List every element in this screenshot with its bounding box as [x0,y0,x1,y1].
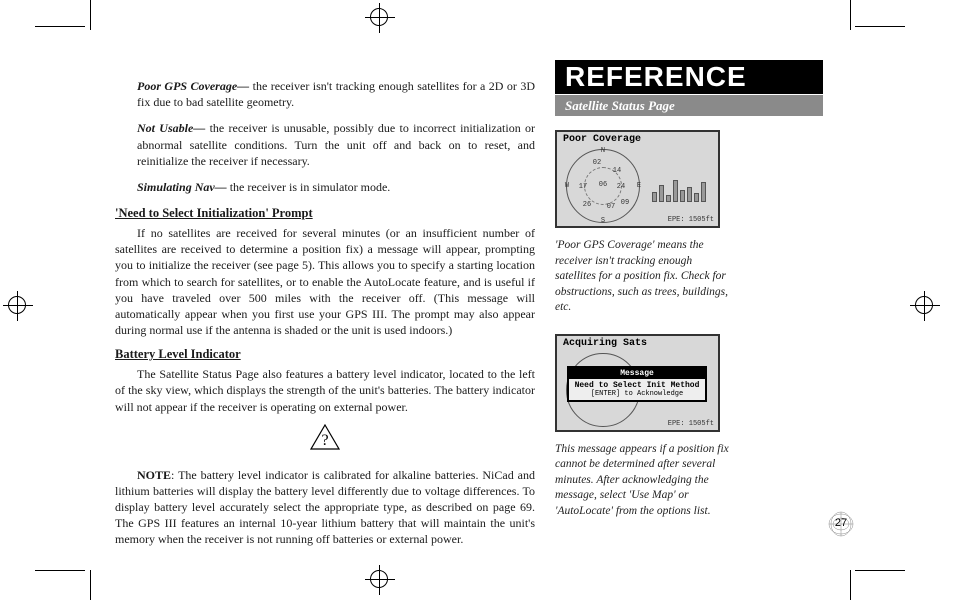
figure-title: Acquiring Sats [561,338,649,349]
crop-mark [35,26,85,27]
sat-id: 14 [611,166,623,176]
figure-poor-coverage: Poor Coverage N E S W 02 14 17 06 24 26 … [555,130,720,228]
registration-mark [370,8,388,26]
crop-mark [35,570,85,571]
crop-mark [855,26,905,27]
reference-title: REFERENCE [555,60,823,94]
figure-caption-2: This message appears if a position fix c… [555,442,735,520]
sat-id: 26 [581,200,593,210]
registration-mark [8,296,26,314]
compass-s: S [597,216,609,226]
figure-status: EPE: 1505ft [668,216,714,224]
crop-mark [855,570,905,571]
status-term: Poor GPS Coverage— [137,79,249,93]
status-item-not-usable: Not Usable— the receiver is unusable, po… [137,120,535,169]
sidebar-column: REFERENCE Satellite Status Page Poor Cov… [555,60,823,519]
note-label: NOTE [137,468,171,482]
reference-subtitle: Satellite Status Page [555,94,823,116]
sat-id: 07 [605,202,617,212]
sat-id: 09 [619,198,631,208]
status-item-simulating: Simulating Nav— the receiver is in simul… [137,179,535,195]
status-desc: the receiver is in simulator mode. [227,180,391,194]
status-item-poor-coverage: Poor GPS Coverage— the receiver isn't tr… [137,78,535,110]
sat-id: 06 [597,180,609,190]
compass-w: W [561,181,573,191]
registration-mark [915,296,933,314]
main-text-column: Poor GPS Coverage— the receiver isn't tr… [115,78,535,555]
page-number: 27 [828,517,854,529]
signal-bars-icon [652,152,712,202]
message-dialog: Message Need to Select Init Method [ENTE… [567,366,707,402]
message-ack: [ENTER] to Acknowledge [571,390,703,398]
crop-mark [90,0,91,30]
note-paragraph: NOTE: The battery level indicator is cal… [115,467,535,548]
section-body-init-prompt: If no satellites are received for severa… [115,225,535,338]
crop-mark [850,570,851,600]
figure-title: Poor Coverage [561,134,643,145]
crop-mark [90,570,91,600]
svg-text:?: ? [321,432,328,449]
figure-acquiring-sats: Acquiring Sats Message Need to Select In… [555,334,720,432]
message-header: Message [569,368,705,379]
section-heading-init-prompt: 'Need to Select Initialization' Prompt [115,205,535,222]
compass-n: N [597,146,609,156]
status-term: Simulating Nav— [137,180,227,194]
section-body-battery: The Satellite Status Page also features … [115,366,535,415]
sat-id: 02 [591,158,603,168]
sat-id: 17 [577,182,589,192]
status-term: Not Usable— [137,121,205,135]
page-container: Poor GPS Coverage— the receiver isn't tr… [0,0,954,599]
registration-mark [370,570,388,588]
crop-mark [850,0,851,30]
figure-caption-1: 'Poor GPS Coverage' means the receiver i… [555,238,735,316]
page-number-badge: 27 [828,511,854,537]
skyview-icon: N E S W 02 14 17 06 24 26 07 09 [563,148,643,224]
figure-status: EPE: 1505ft [668,420,714,428]
message-text: Need to Select Init Method [571,381,703,390]
sat-id: 24 [615,182,627,192]
note-body: : The battery level indicator is calibra… [115,468,535,547]
compass-e: E [633,181,645,191]
section-heading-battery: Battery Level Indicator [115,346,535,363]
caution-icon: ? [115,423,535,461]
